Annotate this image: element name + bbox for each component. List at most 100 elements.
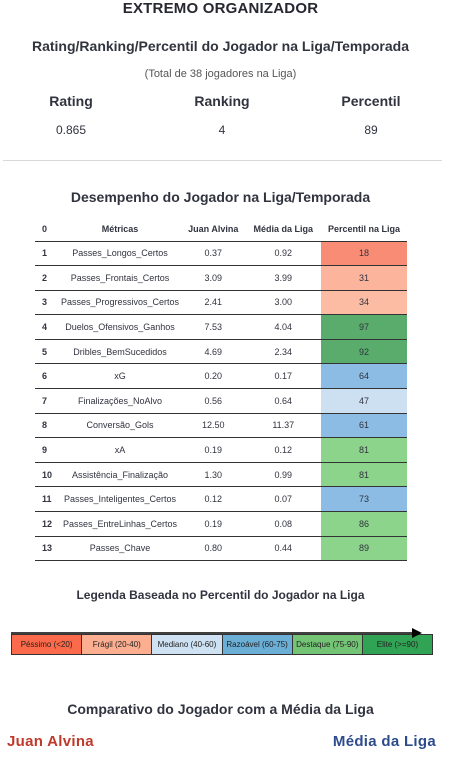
league-value-cell: 0.08 — [245, 511, 321, 537]
metric-name-cell: Finalizações_NoAlvo — [59, 388, 182, 414]
legend-segment: Elite (>=90) — [362, 635, 433, 654]
metric-label: Ranking — [194, 93, 250, 109]
player-value-cell: 0.20 — [181, 363, 246, 390]
metric-name-cell: xA — [59, 437, 182, 463]
player-name-label: Juan Alvina — [7, 733, 94, 750]
metric-name-cell: Passes_Progressivos_Certos — [59, 290, 182, 316]
player-value-cell: 7.53 — [181, 314, 246, 340]
metric-name-cell: Assistência_Finalização — [59, 462, 182, 488]
section-divider — [3, 160, 442, 161]
metric-name-cell: Passes_Chave — [59, 536, 182, 562]
metric-label: Rating — [49, 93, 93, 109]
row-index: 11 — [35, 486, 59, 513]
league-value-cell: 2.34 — [245, 339, 321, 365]
percentile-cell: 61 — [321, 413, 407, 439]
row-index: 6 — [35, 363, 59, 390]
percentile-cell: 81 — [321, 437, 407, 463]
table-row: 12 Passes_EntreLinhas_Certos 0.19 0.08 86 — [35, 511, 407, 537]
table-row: 2 Passes_Frontais_Certos 3.09 3.99 31 — [35, 265, 407, 291]
legend-segment: Péssimo (<20) — [12, 635, 83, 654]
percentile-cell: 92 — [321, 339, 407, 365]
metric-value: 89 — [364, 123, 378, 137]
player-value-cell: 12.50 — [181, 413, 246, 439]
league-value-cell: 0.64 — [245, 388, 321, 414]
column-header-player: Juan Alvina — [181, 218, 246, 242]
player-value-cell: 1.30 — [181, 462, 246, 488]
percentile-cell: 64 — [321, 363, 407, 390]
league-value-cell: 3.00 — [245, 290, 321, 316]
player-value-cell: 3.09 — [181, 265, 246, 291]
metric-name-cell: xG — [59, 363, 182, 390]
legend-segment: Mediano (40-60) — [152, 635, 223, 654]
percentile-cell: 31 — [321, 265, 407, 291]
league-value-cell: 0.92 — [245, 241, 321, 267]
percentile-cell: 47 — [321, 388, 407, 414]
column-header-metric: Métricas — [59, 218, 182, 242]
metric-value: 4 — [218, 123, 226, 137]
table-header-row: 0 Métricas Juan Alvina Média da Liga Per… — [35, 218, 407, 242]
legend-segment: Frágil (20-40) — [82, 635, 153, 654]
player-value-cell: 0.19 — [181, 511, 246, 537]
row-index: 13 — [35, 536, 59, 562]
column-header-index: 0 — [35, 218, 59, 242]
table-row: 4 Duelos_Ofensivos_Ganhos 7.53 4.04 97 — [35, 314, 407, 340]
metric-percentil: Percentil 89 — [311, 93, 431, 137]
percentile-cell: 89 — [321, 536, 407, 562]
player-value-cell: 0.56 — [181, 388, 246, 414]
league-average-label: Média da Liga — [332, 733, 436, 750]
metric-name-cell: Passes_EntreLinhas_Certos — [59, 511, 182, 537]
percentile-legend: Péssimo (<20) Frágil (20-40) Mediano (40-6… — [11, 634, 433, 655]
section-title-rating: Rating/Ranking/Percentil do Jogador na L… — [31, 38, 409, 54]
column-header-league: Média da Liga — [245, 218, 321, 242]
player-value-cell: 0.12 — [181, 486, 246, 513]
metric-name-cell: Duelos_Ofensivos_Ganhos — [59, 314, 182, 340]
row-index: 7 — [35, 388, 59, 414]
percentile-cell: 97 — [321, 314, 407, 340]
comparison-title: Comparativo do Jogador com a Média da Li… — [67, 701, 374, 717]
row-index: 3 — [35, 290, 59, 316]
league-value-cell: 11.37 — [245, 413, 321, 439]
row-index: 2 — [35, 265, 59, 291]
percentile-cell: 73 — [321, 486, 407, 513]
performance-table: 0 Métricas Juan Alvina Média da Liga Per… — [35, 218, 407, 562]
metric-label: Percentil — [341, 93, 401, 109]
league-value-cell: 0.17 — [245, 363, 321, 390]
metric-name-cell: Conversão_Gols — [59, 413, 182, 439]
player-value-cell: 0.19 — [181, 437, 246, 463]
metric-value: 0.865 — [55, 123, 87, 137]
metric-ranking: Ranking 4 — [162, 93, 282, 137]
player-value-cell: 0.37 — [181, 241, 246, 267]
row-index: 8 — [35, 413, 59, 439]
column-header-percentile: Percentil na Liga — [321, 218, 407, 242]
page-title: EXTREMO ORGANIZADOR — [122, 0, 319, 17]
table-row: 6 xG 0.20 0.17 64 — [35, 363, 407, 390]
percentile-cell: 86 — [321, 511, 407, 537]
league-value-cell: 0.99 — [245, 462, 321, 488]
table-row: 11 Passes_Inteligentes_Certos 0.12 0.07 73 — [35, 486, 407, 513]
row-index: 9 — [35, 437, 59, 463]
row-index: 5 — [35, 339, 59, 365]
metric-name-cell: Passes_Frontais_Certos — [59, 265, 182, 291]
table-row: 7 Finalizações_NoAlvo 0.56 0.64 47 — [35, 388, 407, 414]
table-row: 5 Dribles_BemSucedidos 4.69 2.34 92 — [35, 339, 407, 365]
metric-rating: Rating 0.865 — [11, 93, 131, 137]
legend-segment: Razoável (60-75) — [222, 635, 293, 654]
table-row: 13 Passes_Chave 0.80 0.44 89 — [35, 536, 407, 562]
table-row: 3 Passes_Progressivos_Certos 2.41 3.00 34 — [35, 290, 407, 316]
row-index: 1 — [35, 241, 59, 267]
metric-name-cell: Passes_Inteligentes_Certos — [59, 486, 182, 513]
league-value-cell: 0.07 — [245, 486, 321, 513]
league-value-cell: 0.12 — [245, 437, 321, 463]
table-row: 8 Conversão_Gols 12.50 11.37 61 — [35, 413, 407, 439]
metric-name-cell: Passes_Longos_Certos — [59, 241, 182, 267]
league-value-cell: 3.99 — [245, 265, 321, 291]
percentile-cell: 18 — [321, 241, 407, 267]
player-value-cell: 0.80 — [181, 536, 246, 562]
percentile-cell: 34 — [321, 290, 407, 316]
legend-segment: Destaque (75-90) — [292, 635, 363, 654]
table-title: Desempenho do Jogador na Liga/Temporada — [70, 189, 371, 205]
legend-title: Legenda Baseada no Percentil do Jogador … — [76, 588, 365, 602]
table-row: 10 Assistência_Finalização 1.30 0.99 81 — [35, 462, 407, 488]
total-players-note: (Total de 38 jogadores na Liga) — [144, 68, 297, 80]
player-value-cell: 4.69 — [181, 339, 246, 365]
